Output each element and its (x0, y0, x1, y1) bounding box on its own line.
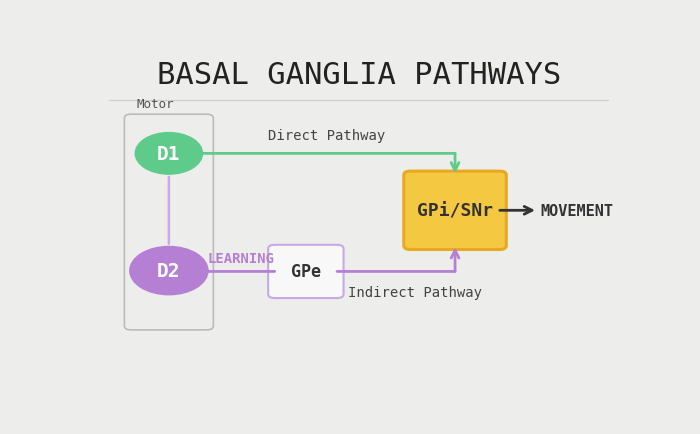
Text: D2: D2 (157, 262, 181, 280)
Text: GPe: GPe (291, 263, 321, 281)
Text: Motor: Motor (136, 98, 174, 111)
Text: Indirect Pathway: Indirect Pathway (348, 285, 482, 299)
Text: Direct Pathway: Direct Pathway (267, 128, 385, 142)
Text: LEARNING: LEARNING (208, 251, 275, 265)
FancyBboxPatch shape (125, 115, 214, 330)
Text: MOVEMENT: MOVEMENT (540, 204, 613, 218)
Circle shape (135, 133, 202, 175)
Text: GPi/SNr: GPi/SNr (417, 202, 493, 220)
Circle shape (130, 247, 208, 295)
FancyBboxPatch shape (404, 172, 506, 250)
FancyBboxPatch shape (268, 245, 344, 298)
Text: BASAL GANGLIA PATHWAYS: BASAL GANGLIA PATHWAYS (157, 61, 561, 90)
Text: D1: D1 (157, 145, 181, 164)
